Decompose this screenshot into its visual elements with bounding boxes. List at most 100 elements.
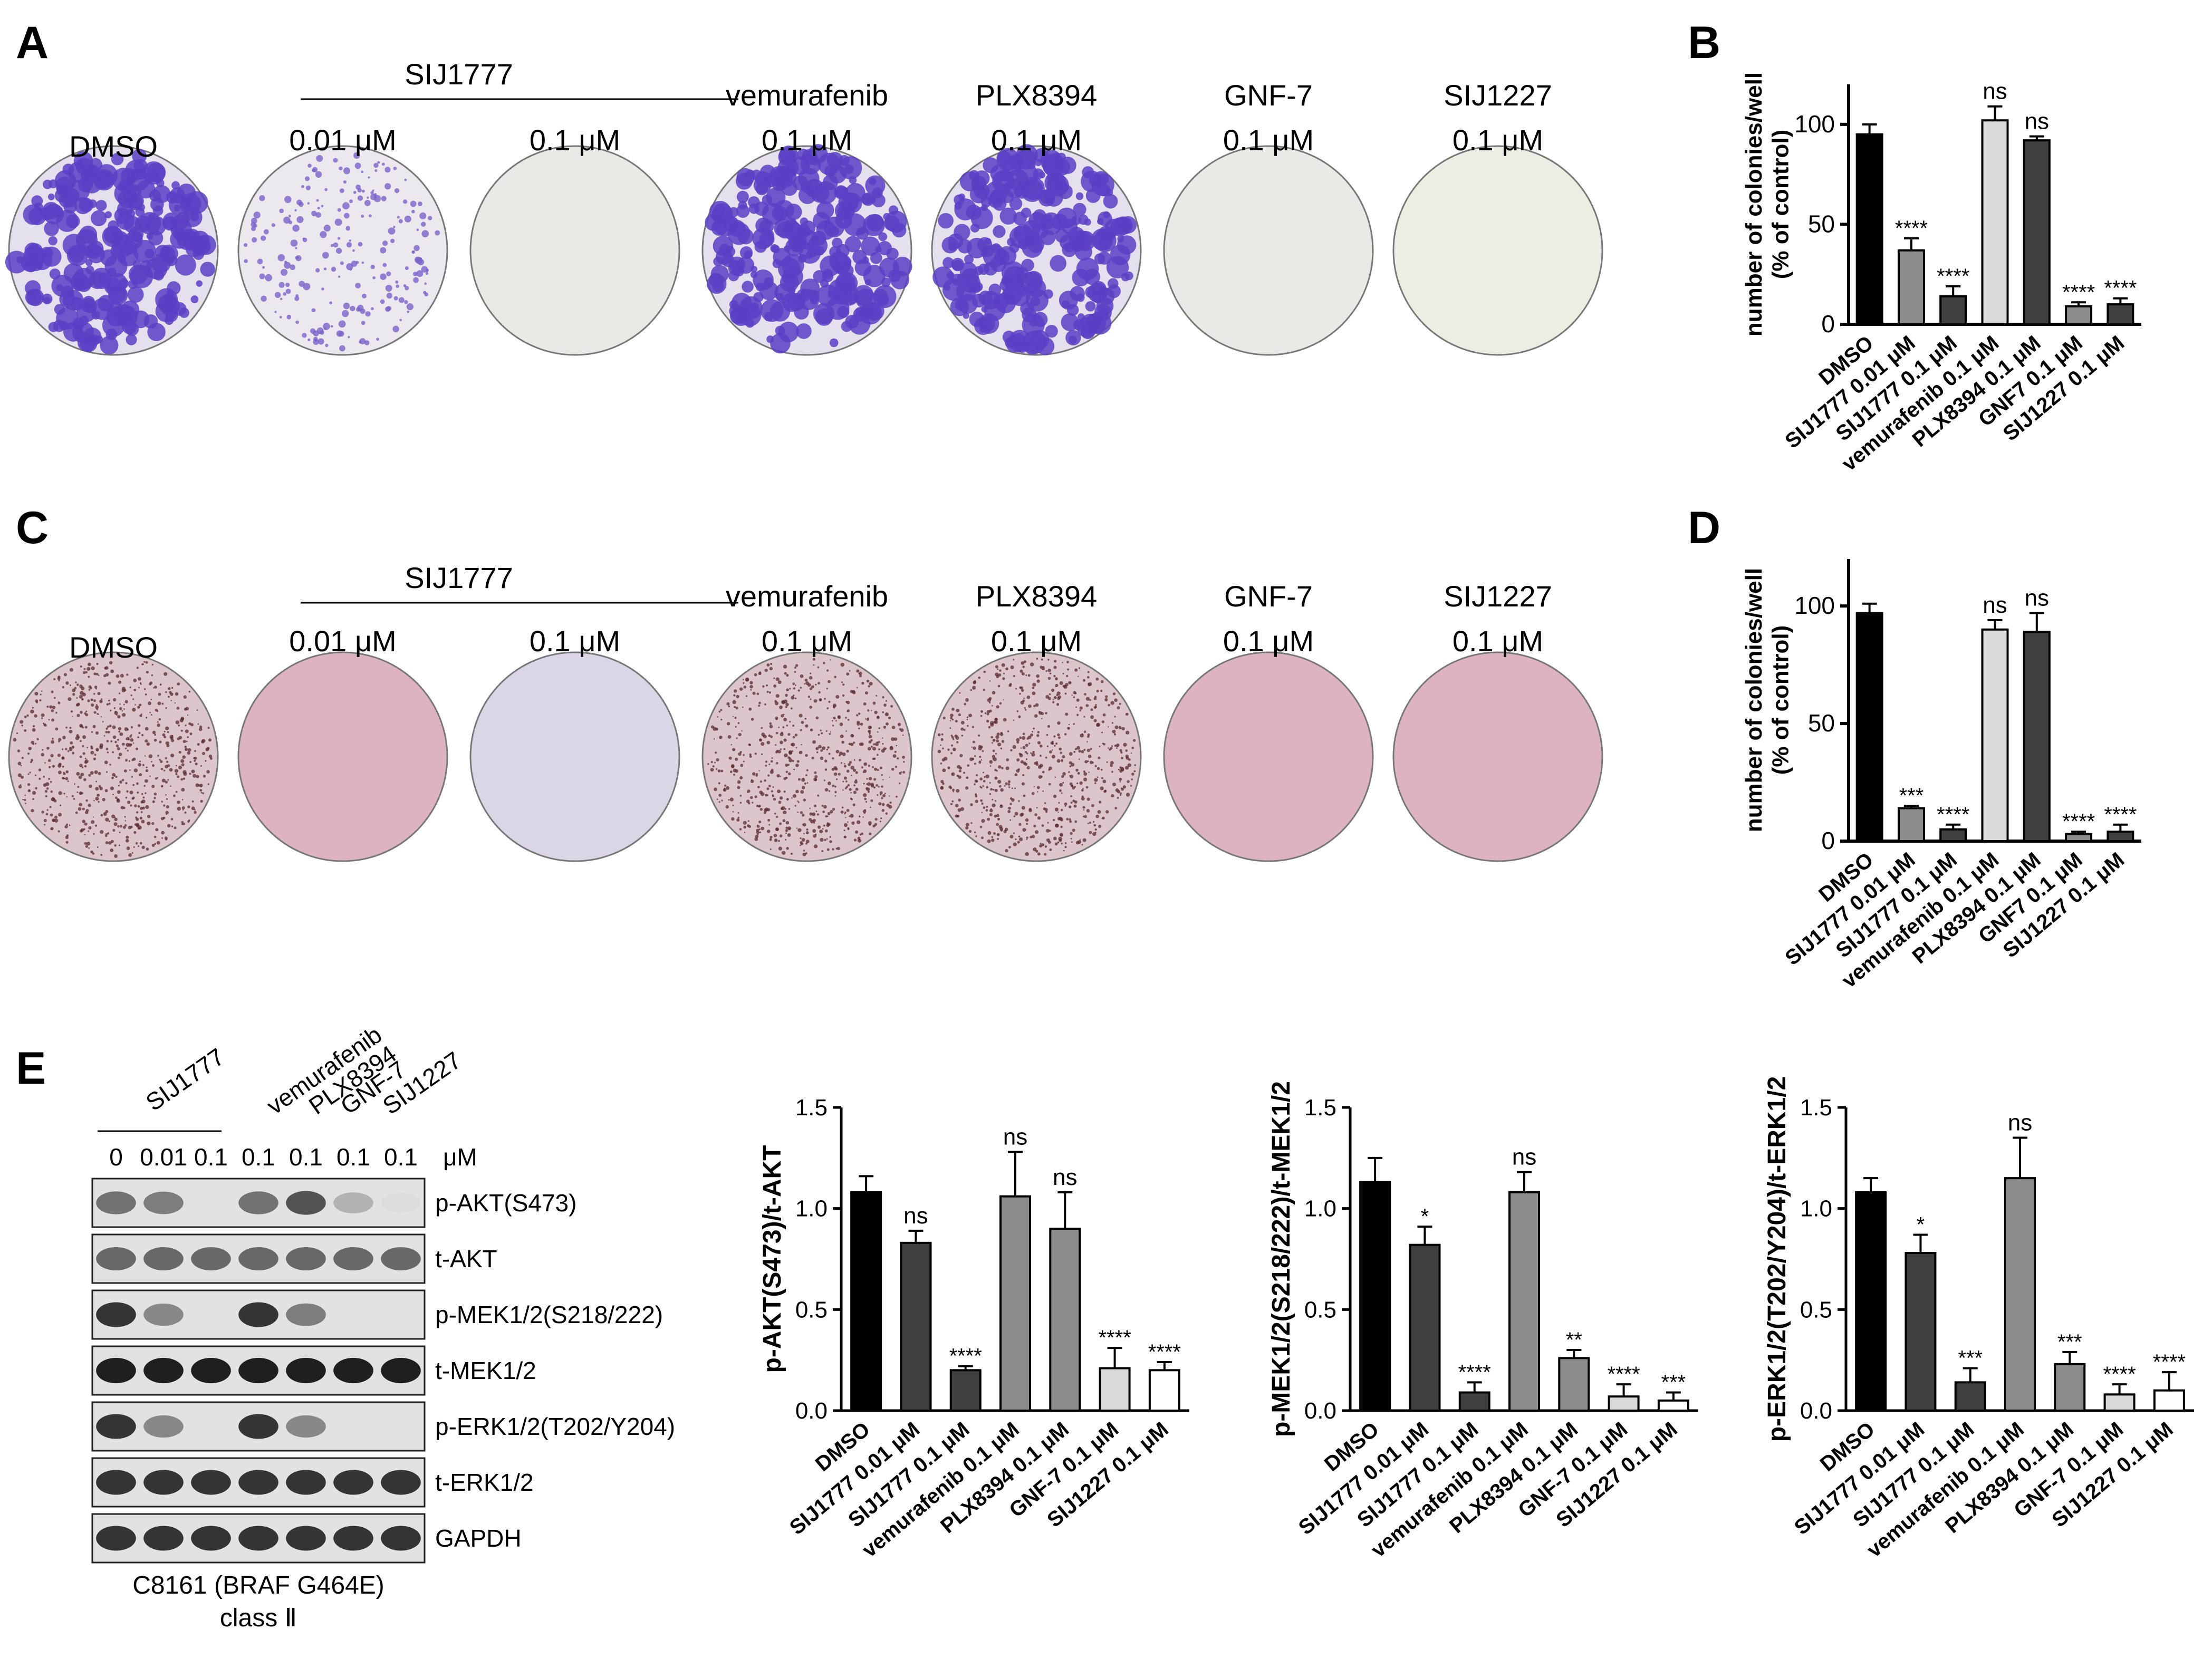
colony-spot: [1035, 763, 1039, 766]
colony-spot: [792, 682, 795, 686]
wb-band-label: p-MEK1/2(S218/222): [435, 1301, 663, 1328]
colony-spot: [759, 831, 762, 834]
colony-spot: [801, 838, 805, 842]
colony-spot: [840, 810, 844, 814]
colony-spot: [412, 272, 418, 276]
colony-spot: [787, 733, 791, 736]
significance-label: ***: [1958, 1347, 1983, 1370]
colony-spot: [799, 844, 801, 846]
colony-spot: [284, 196, 292, 204]
colony-spot: [1013, 719, 1015, 721]
colony-spot: [1071, 785, 1073, 787]
colony-spot: [1003, 718, 1007, 722]
colony-spot: [160, 246, 176, 262]
colony-spot: [143, 314, 158, 329]
colony-spot: [1078, 749, 1081, 753]
colony-spot: [1085, 697, 1090, 701]
colony-plate: [5, 145, 219, 356]
colony-spot: [90, 698, 93, 701]
colony-spot: [76, 791, 79, 793]
colony-spot: [758, 738, 763, 742]
colony-spot: [108, 820, 110, 822]
colony-spot: [54, 170, 76, 192]
colony-spot: [967, 725, 969, 727]
colony-spot: [1003, 830, 1007, 833]
colony-spot: [958, 798, 961, 802]
colony-spot: [940, 779, 944, 784]
colony-spot: [66, 823, 68, 826]
colony-spot: [152, 687, 155, 689]
y-tick-label: 0.0: [795, 1398, 828, 1424]
colony-spot: [177, 801, 180, 804]
colony-spot: [79, 791, 83, 795]
colony-spot: [1070, 837, 1072, 840]
colony-spot: [1073, 804, 1077, 808]
colony-spot: [1049, 693, 1051, 696]
colony-spot: [970, 689, 973, 691]
colony-spot: [1033, 705, 1036, 708]
colony-spot: [810, 819, 814, 824]
colony-spot: [99, 699, 103, 703]
colony-spot: [386, 306, 391, 311]
colony-spot: [1121, 787, 1124, 791]
colony-spot: [1017, 284, 1029, 297]
colony-spot: [869, 732, 871, 735]
colony-spot: [827, 812, 831, 815]
significance-label: ns: [1053, 1164, 1077, 1190]
colony-spot: [845, 780, 848, 783]
colony-spot: [1012, 745, 1016, 749]
colony-spot: [749, 753, 752, 756]
colony-spot: [357, 188, 362, 192]
colony-spot: [166, 798, 168, 800]
colony-spot: [1111, 794, 1114, 798]
plate-group-label: SIJ1777: [405, 561, 513, 594]
colony-spot: [848, 763, 851, 766]
colony-spot: [336, 330, 343, 337]
colony-spot: [979, 786, 982, 788]
colony-spot: [194, 811, 197, 814]
colony-spot: [1061, 842, 1063, 845]
significance-label: ns: [1003, 1124, 1027, 1150]
colony-spot: [1106, 256, 1129, 278]
colony-spot: [202, 751, 206, 755]
colony-spot: [361, 321, 366, 325]
colony-spot: [989, 782, 991, 784]
colony-spot: [1078, 667, 1081, 669]
colony-spot: [1090, 708, 1093, 711]
colony-spot: [870, 252, 882, 264]
colony-spot: [133, 831, 137, 834]
colony-spot: [847, 710, 849, 712]
colony-spot: [421, 266, 428, 273]
colony-spot: [735, 757, 738, 761]
colony-spot: [111, 814, 116, 818]
colony-spot: [820, 837, 824, 842]
colony-spot: [285, 282, 290, 287]
colony-spot: [1011, 787, 1013, 789]
colony-spot: [894, 750, 897, 753]
colony-spot: [141, 845, 145, 850]
colony-spot: [1086, 797, 1090, 801]
colony-spot: [361, 261, 364, 264]
colony-spot: [867, 790, 870, 793]
colony-spot: [339, 166, 343, 170]
y-tick-label: 0: [1821, 310, 1835, 337]
colony-spot: [1053, 836, 1057, 841]
colony-spot: [136, 817, 139, 821]
colony-spot: [63, 290, 84, 311]
colony-spot: [1027, 236, 1044, 253]
y-tick-label: 0.5: [1304, 1297, 1336, 1323]
colony-spot: [1045, 670, 1047, 672]
colony-spot: [863, 762, 868, 766]
colony-spot: [895, 766, 898, 768]
colony-spot: [831, 720, 834, 722]
colony-spot: [757, 786, 760, 789]
colony-spot: [843, 765, 847, 768]
colony-spot: [849, 761, 852, 764]
colony-spot: [1106, 761, 1108, 763]
colony-spot: [93, 692, 95, 695]
colony-spot: [978, 760, 982, 764]
colony-spot: [950, 713, 954, 717]
colony-spot: [793, 295, 802, 304]
colony-spot: [986, 719, 989, 723]
colony-plate: [701, 651, 912, 862]
